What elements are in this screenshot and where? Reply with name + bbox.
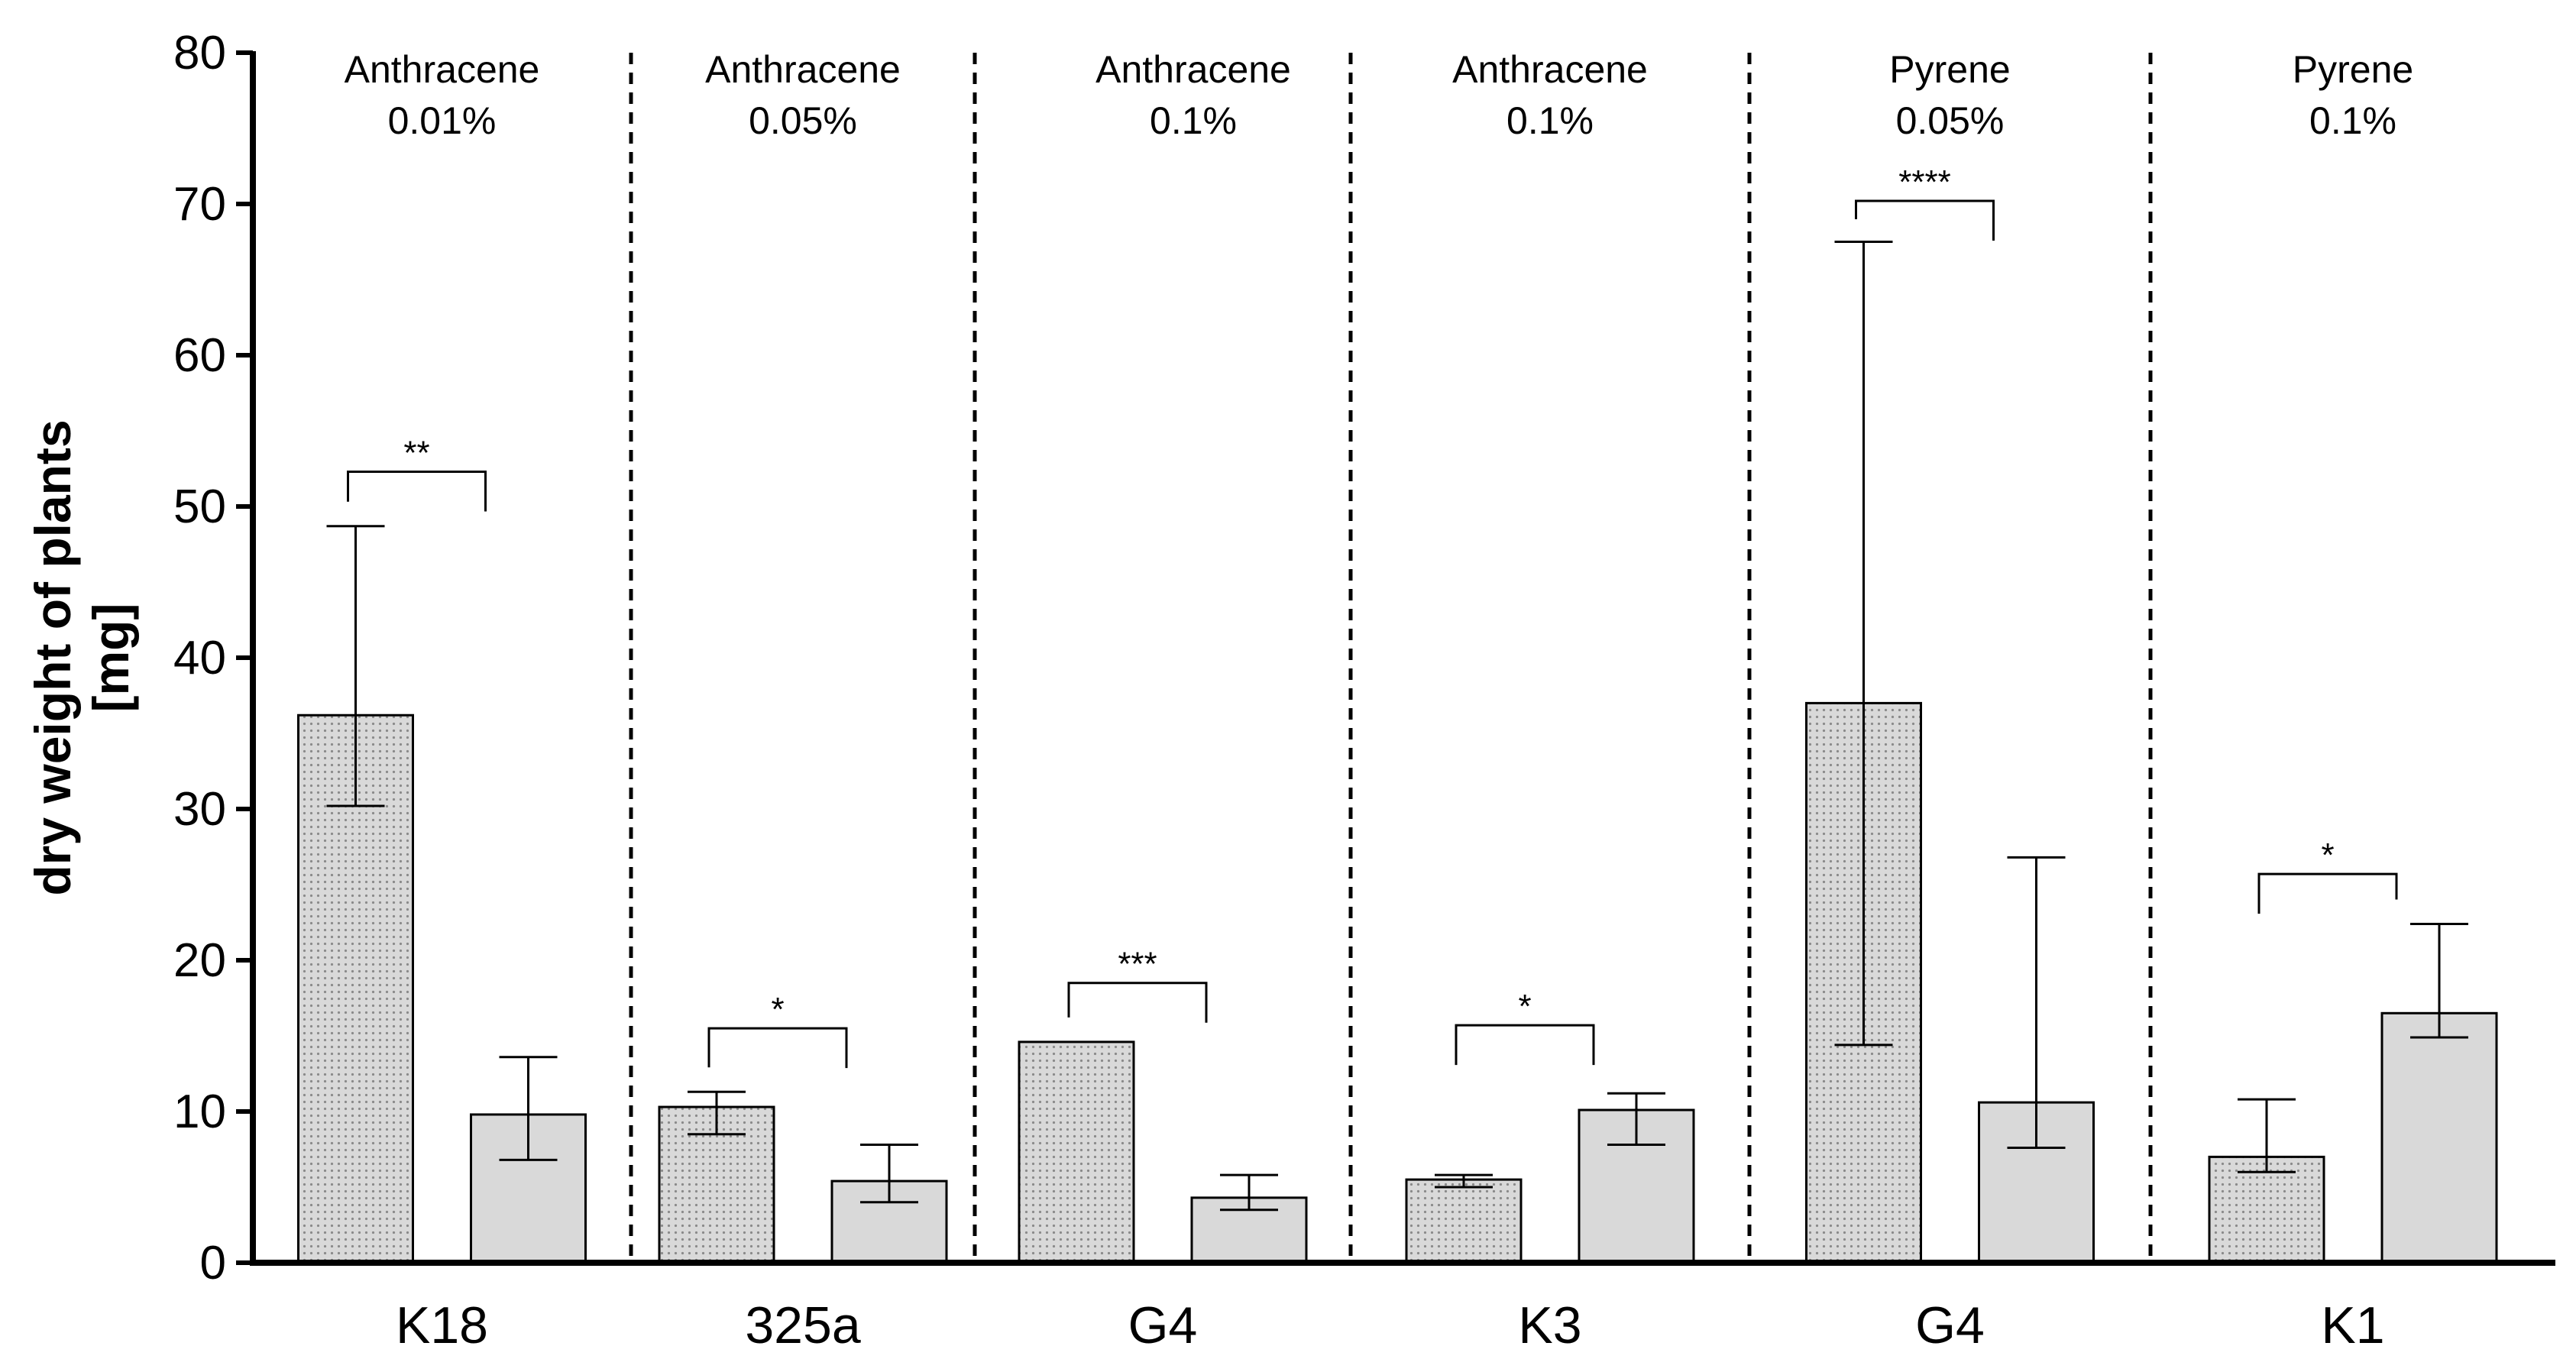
x-tick-label: 325a xyxy=(745,1296,860,1354)
y-tick-label: 70 xyxy=(173,178,226,231)
bar xyxy=(2208,1155,2325,1264)
significance-bracket xyxy=(707,1027,848,1069)
treatment-concentration: 0.05% xyxy=(1896,99,2005,142)
y-axis-title-line: [mg] xyxy=(83,603,139,713)
bar xyxy=(1405,1178,1523,1264)
y-tick-label: 40 xyxy=(173,632,226,684)
y-tick-label: 50 xyxy=(173,481,226,533)
treatment-concentration: 0.01% xyxy=(388,99,497,142)
y-tick-label: 0 xyxy=(200,1237,226,1289)
significance-bracket xyxy=(347,470,487,512)
treatment-compound: Anthracene xyxy=(705,48,901,91)
treatment-compound: Anthracene xyxy=(345,48,540,91)
significance-label: *** xyxy=(1118,946,1157,983)
significance-label: **** xyxy=(1898,163,1951,201)
y-axis-title-line: dry weight of plants xyxy=(24,419,81,895)
treatment-compound: Anthracene xyxy=(1095,48,1291,91)
significance-bracket xyxy=(1855,199,1995,241)
y-tick-label: 10 xyxy=(173,1086,226,1138)
treatment-concentration: 0.1% xyxy=(1150,99,1237,142)
y-tick-label: 20 xyxy=(173,934,226,987)
treatment-concentration: 0.1% xyxy=(1506,99,1594,142)
significance-label: ** xyxy=(403,434,429,471)
y-axis-title: dry weight of plants[mg] xyxy=(24,419,139,895)
significance-bracket xyxy=(1067,982,1208,1023)
y-tick-label: 60 xyxy=(173,329,226,382)
treatment-concentration: 0.05% xyxy=(749,99,857,142)
axis-layer: 0 10 20 30 40 50 60 70 80 dry weight of plants[mg… xyxy=(24,27,2555,1289)
x-tick-label: G4 xyxy=(1128,1296,1198,1354)
y-tick-label: 30 xyxy=(173,783,226,836)
separator-layer xyxy=(629,53,2153,1263)
treatment-compound: Pyrene xyxy=(1889,48,2010,91)
treatment-compound: Pyrene xyxy=(2293,48,2413,91)
x-tick-label: K3 xyxy=(1518,1296,1581,1354)
treatment-concentration: 0.1% xyxy=(2309,99,2396,142)
x-tick-label: G4 xyxy=(1915,1296,1985,1354)
x-tick-label: K18 xyxy=(396,1296,488,1354)
x-tick-label: K1 xyxy=(2321,1296,2384,1354)
bar xyxy=(2380,1011,2498,1264)
bar xyxy=(1018,1040,1135,1264)
significance-bracket xyxy=(1455,1024,1595,1066)
y-tick-label: 80 xyxy=(173,27,226,79)
significance-bracket xyxy=(2257,872,2398,914)
significance-label: * xyxy=(2321,836,2334,874)
significance-label: * xyxy=(1518,988,1531,1025)
labels-layer: **Anthracene0.01%K18*Anthracene0.05%325a… xyxy=(345,48,2414,1354)
significance-label: * xyxy=(771,991,784,1028)
bars-layer xyxy=(297,241,2498,1264)
treatment-compound: Anthracene xyxy=(1452,48,1648,91)
